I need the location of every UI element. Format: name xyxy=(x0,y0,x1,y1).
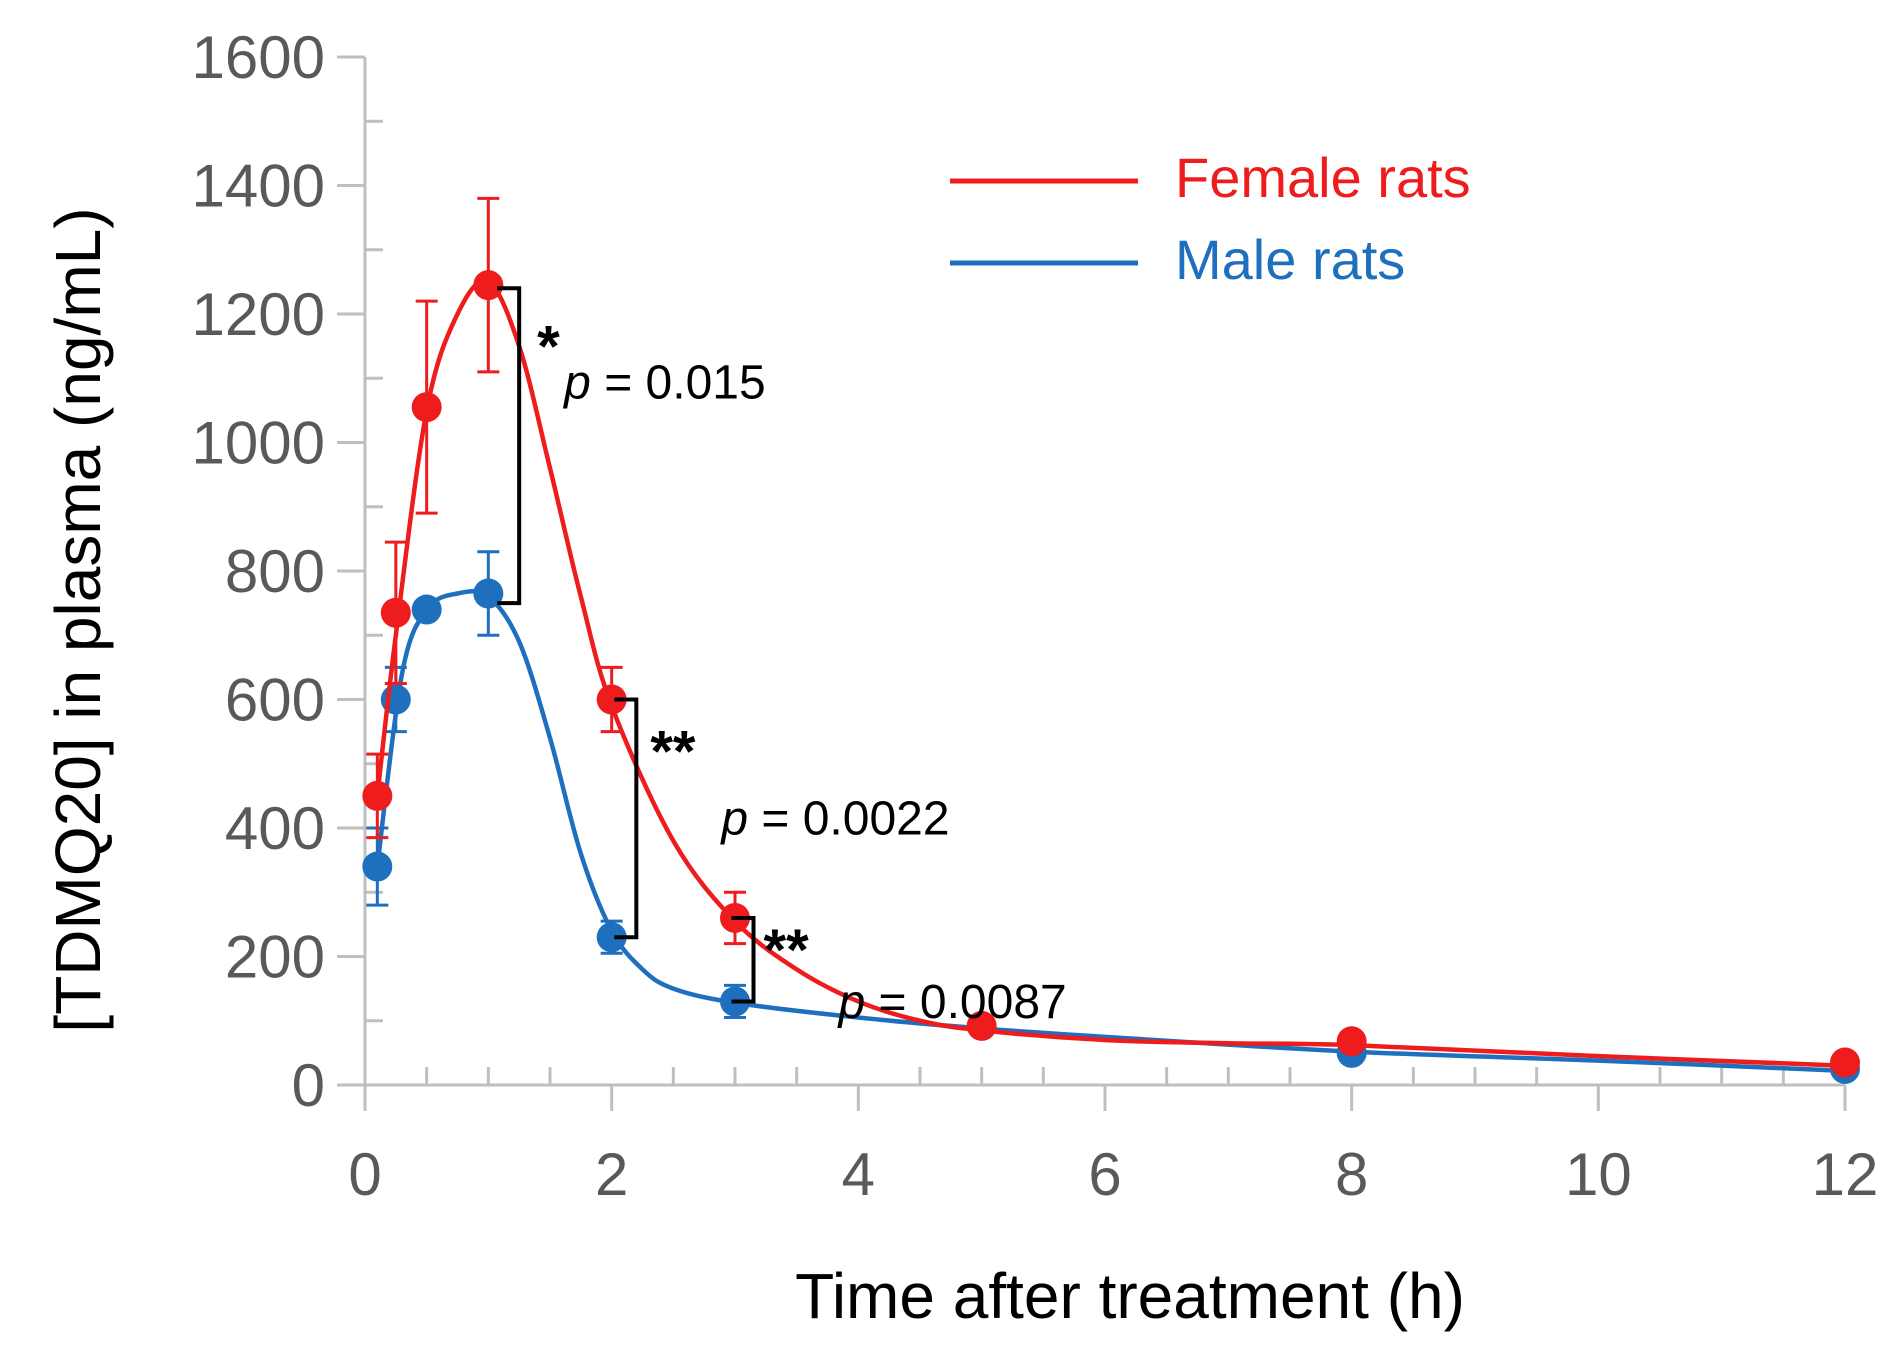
series-male-rats xyxy=(362,550,1860,1084)
series-layer xyxy=(362,196,1860,1084)
data-point xyxy=(1830,1047,1860,1078)
data-point xyxy=(473,578,504,609)
y-ticks: 0 200 400 600 800 1000 1200 1400 1600 xyxy=(192,24,383,1119)
y-tick-label: 1200 xyxy=(192,281,325,348)
significance-p2: ** p = 0.0022 xyxy=(614,697,950,940)
y-tick-label: 1000 xyxy=(192,410,325,477)
y-tick-label: 600 xyxy=(225,667,325,734)
y-axis-title: [TDMQ20] in plasma (ng/mL) xyxy=(42,207,114,1032)
legend-label-female: Female rats xyxy=(1175,146,1471,209)
p-value-label: p = 0.015 xyxy=(562,356,766,409)
significance-stars: ** xyxy=(764,918,810,983)
data-point xyxy=(473,270,504,301)
y-tick-label: 0 xyxy=(292,1052,325,1119)
data-point xyxy=(1336,1026,1367,1057)
x-tick-label: 4 xyxy=(842,1141,875,1208)
significance-stars: ** xyxy=(650,720,696,785)
x-tick-label: 0 xyxy=(348,1141,381,1208)
x-tick-label: 2 xyxy=(595,1141,628,1208)
y-tick-label: 1600 xyxy=(192,24,325,91)
significance-bracket xyxy=(614,697,639,940)
data-point xyxy=(380,597,411,628)
data-point xyxy=(596,684,627,715)
x-ticks: 0 2 4 6 8 10 12 xyxy=(348,1067,1878,1208)
significance-p3: ** p = 0.0087 xyxy=(731,915,1067,1029)
significance-bracket xyxy=(497,286,522,606)
p-symbol: p xyxy=(562,356,604,409)
data-point xyxy=(362,851,393,882)
x-tick-label: 6 xyxy=(1088,1141,1121,1208)
axes: 0 200 400 600 800 1000 1200 1400 1600 0 2 4 6 8 10 12 xyxy=(192,24,1879,1208)
data-point xyxy=(596,922,627,953)
x-axis-title: Time after treatment (h) xyxy=(795,1260,1465,1332)
y-tick-label: 800 xyxy=(225,538,325,605)
annotations: *p = 0.015**p = 0.0022**p = 0.0087 xyxy=(497,286,1067,1029)
y-tick-label: 200 xyxy=(225,924,325,991)
data-point xyxy=(966,1010,997,1041)
x-tick-label: 10 xyxy=(1565,1141,1632,1208)
y-tick-label: 1400 xyxy=(192,153,325,220)
significance-bracket xyxy=(731,915,756,1004)
significance-stars: * xyxy=(537,314,560,379)
p-value: = 0.0087 xyxy=(879,976,1067,1029)
significance-p1: *p = 0.015 xyxy=(497,286,766,606)
data-point xyxy=(362,780,393,811)
p-value: = 0.015 xyxy=(604,356,765,409)
x-tick-label: 12 xyxy=(1812,1141,1879,1208)
p-symbol: p xyxy=(719,793,761,846)
series-female-rats xyxy=(362,196,1860,1078)
y-tick-label: 400 xyxy=(225,795,325,862)
p-value-label: p = 0.0087 xyxy=(837,976,1067,1029)
legend-label-male: Male rats xyxy=(1175,228,1405,291)
x-tick-label: 8 xyxy=(1335,1141,1368,1208)
data-point xyxy=(411,392,442,423)
p-value-label: p = 0.0022 xyxy=(719,793,949,846)
legend: Female rats Male rats xyxy=(950,146,1471,291)
p-symbol: p xyxy=(837,976,879,1029)
data-point xyxy=(411,594,442,625)
series-line-female-rats xyxy=(375,278,1846,1068)
p-value: = 0.0022 xyxy=(761,793,949,846)
